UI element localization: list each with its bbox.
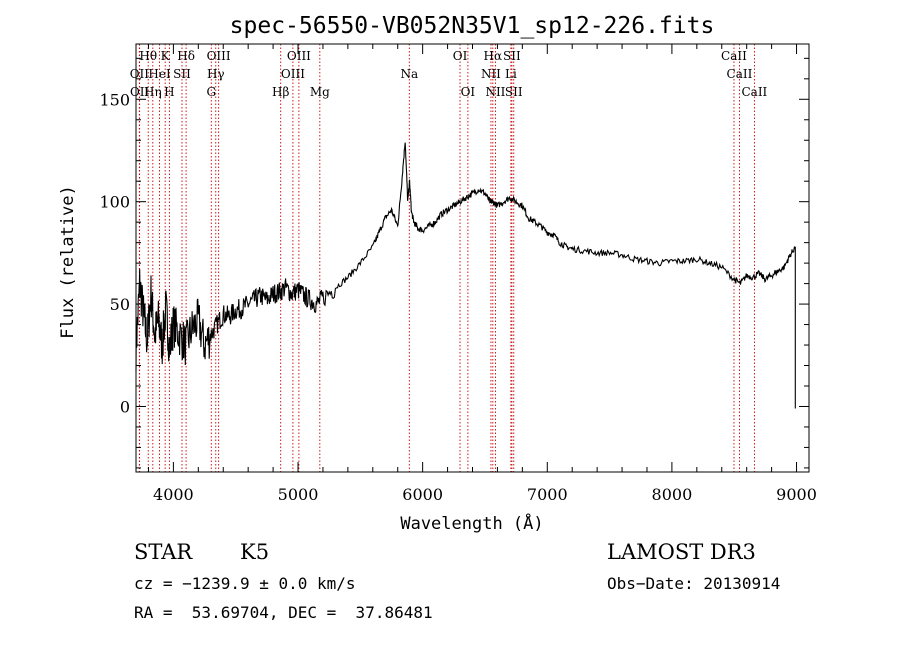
line-marker-label: Hθ bbox=[139, 49, 157, 63]
line-marker-label: Hδ bbox=[177, 49, 195, 63]
line-marker-label: CaII bbox=[727, 67, 753, 81]
line-marker-label: Hα bbox=[484, 49, 503, 63]
line-marker-label: Mg bbox=[310, 85, 330, 99]
line-marker-label: H bbox=[164, 85, 174, 99]
line-marker-label: OIII bbox=[287, 49, 311, 63]
line-marker-label: OII bbox=[130, 67, 150, 81]
object-class: STAR bbox=[134, 540, 193, 564]
coordinates: RA = 53.69704, DEC = 37.86481 bbox=[134, 603, 433, 622]
line-marker-label: Na bbox=[400, 67, 418, 81]
line-marker-label: Hη bbox=[144, 85, 162, 99]
line-marker-label: NII bbox=[481, 67, 501, 81]
x-tick-label: 6000 bbox=[402, 485, 443, 504]
x-tick-label: 5000 bbox=[278, 485, 319, 504]
line-marker-label: Li bbox=[505, 67, 517, 81]
line-marker-label: CaII bbox=[741, 85, 767, 99]
line-marker-label: SII bbox=[505, 85, 523, 99]
x-tick-label: 7000 bbox=[527, 485, 568, 504]
line-markers bbox=[138, 44, 755, 472]
chart-title: spec-56550-VB052N35V1_sp12-226.fits bbox=[230, 13, 715, 39]
y-axis: 0 50 100 150 bbox=[99, 57, 809, 469]
line-marker-label: K bbox=[161, 49, 171, 63]
survey-name: LAMOST DR3 bbox=[607, 540, 756, 564]
line-marker-label: SII bbox=[503, 49, 521, 63]
y-tick-label: 50 bbox=[110, 295, 130, 314]
y-tick-label: 100 bbox=[99, 193, 130, 212]
line-marker-label: SII bbox=[173, 67, 191, 81]
object-subclass: K5 bbox=[240, 540, 270, 564]
line-marker-label: OIII bbox=[281, 67, 305, 81]
x-tick-label: 9000 bbox=[776, 485, 817, 504]
x-axis-label: Wavelength (Å) bbox=[400, 512, 543, 534]
obs-date: Obs−Date: 20130914 bbox=[607, 574, 781, 593]
y-tick-label: 150 bbox=[99, 90, 130, 109]
line-marker-label: Hγ bbox=[207, 67, 225, 81]
spectrum-line bbox=[135, 142, 796, 409]
line-marker-label: NII bbox=[485, 85, 505, 99]
line-marker-label: OII bbox=[130, 85, 150, 99]
redshift-line: cz = −1239.9 ± 0.0 km/s bbox=[134, 574, 356, 593]
x-axis: 4000 5000 6000 7000 8000 9000 bbox=[147, 44, 817, 504]
line-marker-label: HeI bbox=[148, 67, 171, 81]
y-axis-label: Flux (relative) bbox=[58, 185, 78, 339]
plot-frame bbox=[135, 43, 810, 473]
y-tick-label: 0 bbox=[120, 397, 130, 416]
line-marker-label: Hβ bbox=[272, 85, 289, 99]
line-marker-label: G bbox=[206, 85, 216, 99]
line-marker-label: OIII bbox=[207, 49, 231, 63]
x-tick-label: 8000 bbox=[652, 485, 693, 504]
line-marker-label: CaII bbox=[721, 49, 747, 63]
line-marker-label: OI bbox=[453, 49, 468, 63]
x-tick-label: 4000 bbox=[153, 485, 194, 504]
line-marker-label: OI bbox=[461, 85, 476, 99]
